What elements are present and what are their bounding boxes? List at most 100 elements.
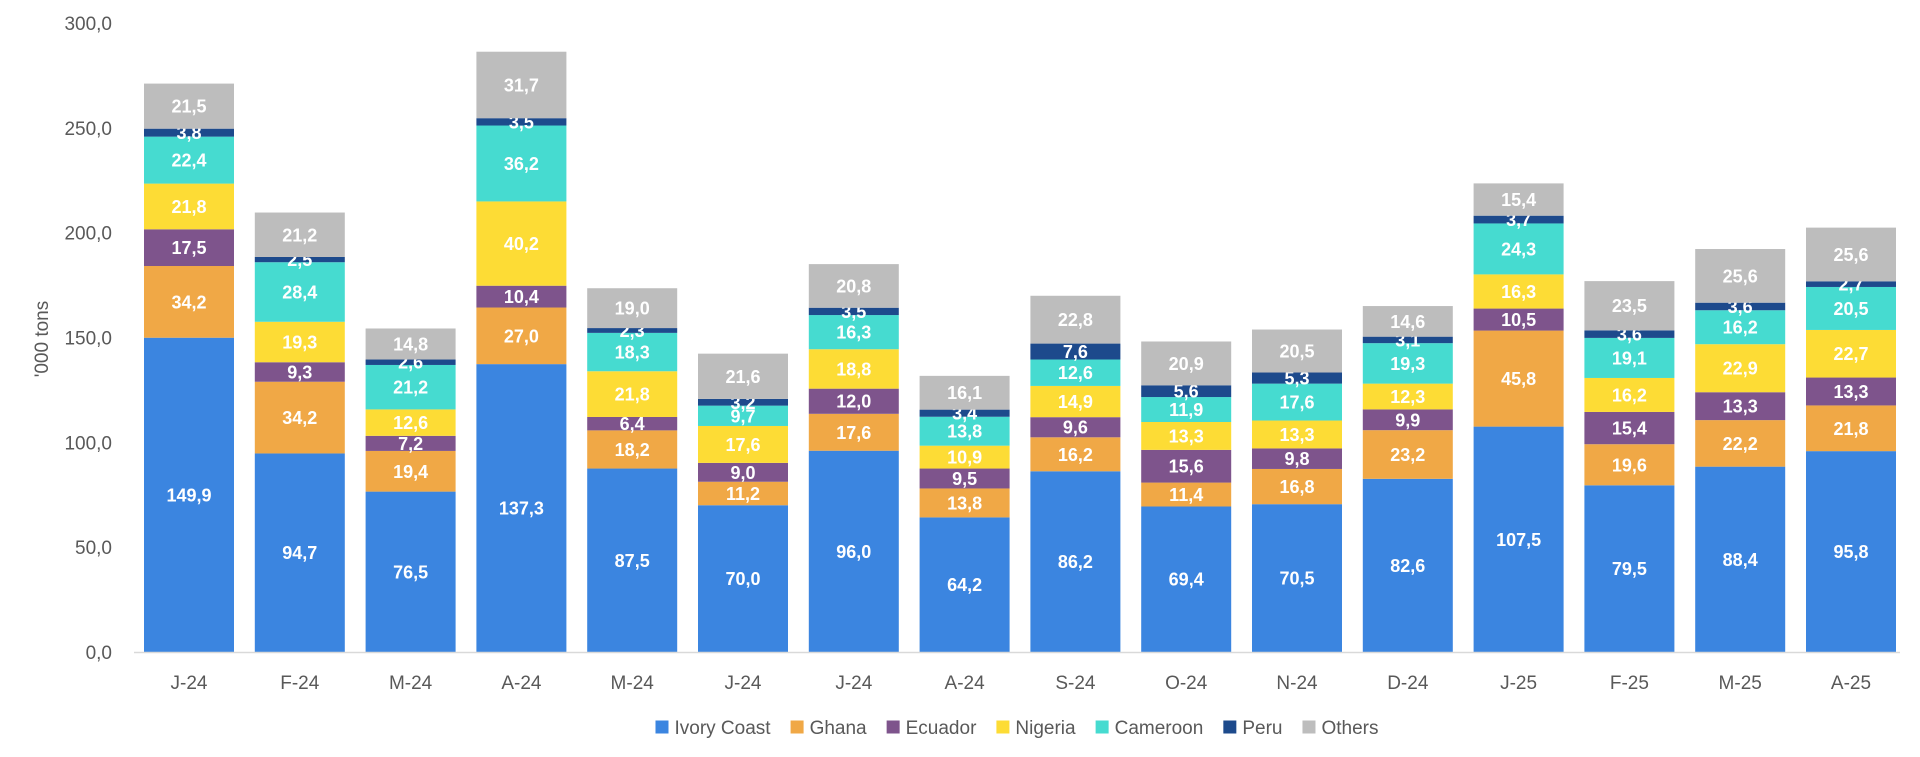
data-label: 12,6 <box>393 413 428 433</box>
legend-item: Nigeria <box>996 718 1076 739</box>
x-tick-label: J-24 <box>171 673 208 694</box>
bar-segment <box>1806 281 1896 287</box>
bar-segment <box>1141 397 1232 422</box>
data-label: 19,3 <box>282 333 317 353</box>
bar-stack: 107,545,810,516,324,33,715,4 <box>1473 183 1564 652</box>
bar-segment <box>254 453 345 652</box>
legend-swatch <box>886 720 900 734</box>
bar-stack: 95,821,813,322,720,52,725,6 <box>1806 227 1896 652</box>
data-label: 16,1 <box>947 383 982 403</box>
bar-segment <box>1695 249 1786 303</box>
data-label: 13,8 <box>947 493 982 513</box>
data-label: 17,5 <box>171 238 206 258</box>
data-label: 24,3 <box>1501 239 1536 259</box>
data-label: 12,0 <box>836 392 871 412</box>
legend: Ivory Coast Ghana Ecuador Nigeria Cameroon Pe… <box>655 718 1379 739</box>
bar-segment <box>1806 227 1896 282</box>
bar-segment <box>1362 478 1453 652</box>
data-label: 21,8 <box>171 197 206 217</box>
data-label: 17,6 <box>836 423 871 443</box>
bar-segment <box>587 430 678 469</box>
legend-label: Ghana <box>810 718 867 739</box>
bar-segment <box>1141 421 1232 450</box>
x-tick-label: A-25 <box>1831 673 1871 694</box>
bar-segment <box>808 388 899 414</box>
bar-segment <box>1584 281 1675 331</box>
data-label: 18,2 <box>615 440 650 460</box>
data-label: 13,3 <box>1833 382 1868 402</box>
legend-label: Others <box>1321 718 1378 739</box>
data-label: 16,8 <box>1279 477 1314 497</box>
legend-swatch <box>1223 720 1237 734</box>
bar-segment <box>1141 341 1232 386</box>
bar-stack: 137,327,010,440,236,23,531,7 <box>476 51 567 652</box>
data-label: 13,3 <box>1723 397 1758 417</box>
data-label: 21,8 <box>615 385 650 405</box>
bar-segment <box>698 353 788 399</box>
legend-swatch <box>655 720 669 734</box>
bar-segment <box>808 349 899 389</box>
bar-segment <box>1252 329 1342 373</box>
bar-segment <box>1030 385 1121 418</box>
y-tick-label: 150,0 <box>64 329 112 350</box>
bar-segment <box>698 398 788 406</box>
bar-segment <box>1252 420 1342 449</box>
y-axis-title-group: '000 tons <box>32 301 53 378</box>
data-label: 19,6 <box>1612 455 1647 475</box>
bar-segment <box>1030 437 1121 472</box>
bar-segment <box>1473 426 1564 652</box>
data-label: 21,8 <box>1833 419 1868 439</box>
data-label: 107,5 <box>1496 530 1541 550</box>
bar-segment <box>1473 223 1564 275</box>
data-label: 34,2 <box>282 408 317 428</box>
bar-segment <box>1695 466 1786 652</box>
bar-segment <box>808 450 899 652</box>
bar-segment <box>144 83 234 129</box>
bar-segment <box>1806 286 1896 330</box>
data-label: 21,6 <box>725 367 760 387</box>
bar-segment <box>1584 330 1675 338</box>
data-label: 22,7 <box>1833 344 1868 364</box>
bar-segment <box>254 362 345 382</box>
data-label: 86,2 <box>1058 552 1093 572</box>
data-label: 21,2 <box>393 378 428 398</box>
data-label: 10,9 <box>947 448 982 468</box>
x-tick-label: M-25 <box>1719 673 1762 694</box>
data-label: 20,5 <box>1833 299 1868 319</box>
legend-swatch <box>1302 720 1316 734</box>
data-label: 9,3 <box>287 362 312 382</box>
bar-segment <box>1695 302 1786 311</box>
data-label: 17,6 <box>725 435 760 455</box>
bar-segment <box>476 285 567 308</box>
bar-segment <box>144 136 234 184</box>
bar-segment <box>144 266 234 338</box>
bar-segment <box>365 364 456 410</box>
x-tick-label: F-24 <box>280 673 320 694</box>
bar-segment <box>1362 306 1453 337</box>
bar-segment <box>144 337 234 652</box>
data-label: 16,3 <box>1501 282 1536 302</box>
data-label: 11,4 <box>1169 485 1203 505</box>
legend-item: Others <box>1302 718 1379 739</box>
bar-segment <box>1252 468 1342 505</box>
bar-segment <box>698 425 788 463</box>
data-label: 14,6 <box>1390 312 1425 332</box>
bar-segment <box>476 51 567 119</box>
data-label: 11,9 <box>1169 400 1203 420</box>
bar-segment <box>1806 405 1896 452</box>
bar-segment <box>1695 392 1786 421</box>
bar-segment <box>698 481 788 506</box>
bar-segment <box>698 405 788 426</box>
data-label: 19,3 <box>1390 354 1425 374</box>
data-label: 9,5 <box>952 469 977 489</box>
legend-swatch <box>996 720 1010 734</box>
bar-segment <box>1252 504 1342 652</box>
x-tick-label: J-24 <box>835 673 872 694</box>
bar-segment <box>1252 448 1342 469</box>
data-label: 10,5 <box>1501 310 1536 330</box>
bar-stack: 94,734,29,319,328,42,521,2 <box>254 212 345 652</box>
bar-segment <box>1584 411 1675 445</box>
bar-segment <box>1584 485 1675 652</box>
bar-segment <box>1141 385 1232 398</box>
